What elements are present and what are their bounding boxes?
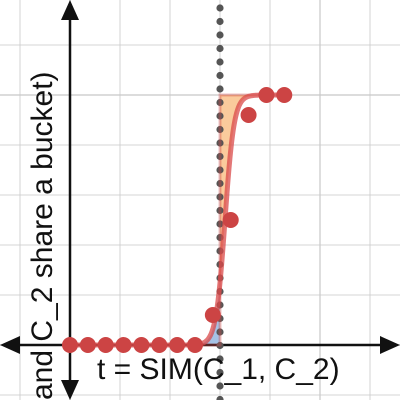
threshold-dot bbox=[216, 44, 224, 53]
sample-point bbox=[115, 337, 132, 353]
sample-point bbox=[62, 337, 78, 353]
sample-point bbox=[258, 87, 275, 103]
sample-point bbox=[97, 337, 114, 353]
y-axis-label: and C_2 share a bucket) bbox=[26, 71, 59, 400]
x-axis-arrow-left bbox=[0, 336, 20, 354]
sample-point bbox=[276, 87, 293, 103]
threshold-dot bbox=[216, 341, 224, 350]
x-axis-arrow-right bbox=[380, 336, 400, 354]
threshold-dot bbox=[216, 328, 224, 336]
threshold-dot bbox=[216, 220, 224, 228]
threshold-dot bbox=[216, 98, 224, 107]
threshold-line bbox=[216, 4, 224, 400]
threshold-dot bbox=[216, 152, 224, 161]
threshold-dot bbox=[216, 31, 224, 39]
threshold-dot bbox=[216, 139, 224, 147]
step-series-line bbox=[70, 93, 285, 347]
sample-point bbox=[151, 337, 168, 353]
threshold-dot bbox=[216, 17, 224, 26]
sample-point bbox=[204, 307, 221, 323]
sample-point bbox=[187, 337, 203, 353]
sample-point bbox=[79, 337, 96, 353]
sample-point bbox=[169, 337, 186, 353]
threshold-dot bbox=[216, 85, 224, 93]
threshold-dot bbox=[216, 368, 224, 377]
threshold-dot bbox=[216, 395, 224, 400]
y-axis-arrow-bottom bbox=[61, 380, 79, 400]
threshold-dot bbox=[216, 382, 224, 390]
threshold-dot bbox=[216, 58, 224, 66]
threshold-dot bbox=[216, 4, 224, 12]
x-axis-label: t = SIM(C_1, C_2) bbox=[97, 353, 340, 386]
sample-point bbox=[222, 212, 239, 228]
sample-point bbox=[240, 107, 257, 123]
threshold-dot bbox=[216, 166, 224, 174]
threshold-dot bbox=[216, 179, 224, 188]
fill-above-threshold bbox=[220, 95, 270, 283]
threshold-dot bbox=[216, 112, 224, 120]
threshold-dot bbox=[216, 355, 224, 363]
sample-point bbox=[133, 337, 150, 353]
sample-points bbox=[62, 87, 293, 353]
threshold-dot bbox=[216, 206, 224, 215]
y-axis-arrow-top bbox=[61, 0, 79, 20]
curve bbox=[67, 92, 287, 348]
threshold-dot bbox=[216, 193, 224, 201]
sigmoid-series-line bbox=[67, 92, 287, 348]
threshold-dot bbox=[216, 125, 224, 134]
threshold-dot bbox=[216, 71, 224, 80]
